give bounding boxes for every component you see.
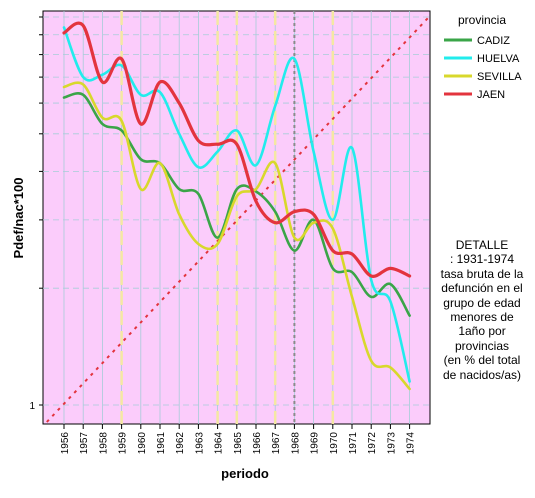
legend-label-cadiz: CADIZ — [477, 35, 510, 47]
detail-note: DETALLE: 1931-1974 tasa bruta de la defunc… — [432, 238, 532, 382]
x-tick-label: 1965 — [233, 432, 244, 455]
legend-label-jaen: JAEN — [477, 89, 505, 101]
series-line-cadiz — [62, 92, 411, 317]
y-axis: 1 — [29, 16, 43, 412]
x-tick-label: 1969 — [310, 432, 321, 455]
x-axis: 1956 1957 1958 1959 1960 1961 1962 1963 1964 1965… — [60, 424, 417, 454]
note-line: : 1931-1974 — [449, 252, 515, 267]
x-tick-label: 1958 — [98, 432, 109, 455]
x-tick-label: 1972 — [367, 432, 378, 455]
legend: provincia CADIZ HUELVA SEVILLA JAEN — [444, 13, 522, 101]
legend-label-sevilla: SEVILLA — [477, 71, 522, 83]
vertical-markers — [120, 11, 335, 424]
x-tick-label: 1962 — [175, 432, 186, 455]
y-axis-title: Pdef/nac*100 — [11, 178, 26, 259]
note-line: menores de — [450, 310, 514, 325]
x-tick-label: 1966 — [252, 432, 263, 455]
x-tick-label: 1963 — [194, 432, 205, 455]
reference-line — [46, 14, 432, 423]
note-line: de nacidos/as) — [442, 367, 522, 382]
reference-diagonal — [46, 14, 432, 423]
note-line: (en % del total — [443, 353, 521, 368]
x-axis-title: periodo — [221, 466, 269, 481]
note-line: provincias — [454, 338, 510, 353]
series-line-sevilla — [62, 81, 411, 391]
x-tick-label: 1956 — [60, 432, 71, 455]
x-tick-label: 1971 — [348, 432, 359, 455]
x-tick-label: 1968 — [290, 432, 301, 455]
note-line: tasa bruta de la — [440, 266, 524, 281]
x-tick-label: 1959 — [118, 432, 129, 455]
series-lines — [62, 21, 412, 391]
x-tick-label: 1960 — [137, 432, 148, 455]
x-tick-label: 1961 — [156, 432, 167, 455]
x-tick-label: 1957 — [79, 432, 90, 455]
note-line: defunción en el — [441, 281, 523, 296]
x-tick-label: 1964 — [214, 432, 225, 455]
x-tick-label: 1973 — [386, 432, 397, 455]
note-line: DETALLE — [455, 238, 509, 252]
note-line: 1año por — [458, 324, 506, 339]
legend-title: provincia — [458, 13, 506, 27]
x-tick-label: 1970 — [329, 432, 340, 455]
series-line-jaen — [62, 21, 412, 278]
x-tick-label: 1974 — [406, 432, 417, 455]
x-tick-label: 1967 — [271, 432, 282, 455]
legend-label-huelva: HUELVA — [477, 53, 520, 65]
note-line: grupo de edad — [443, 295, 521, 310]
y-tick-label: 1 — [29, 401, 35, 412]
